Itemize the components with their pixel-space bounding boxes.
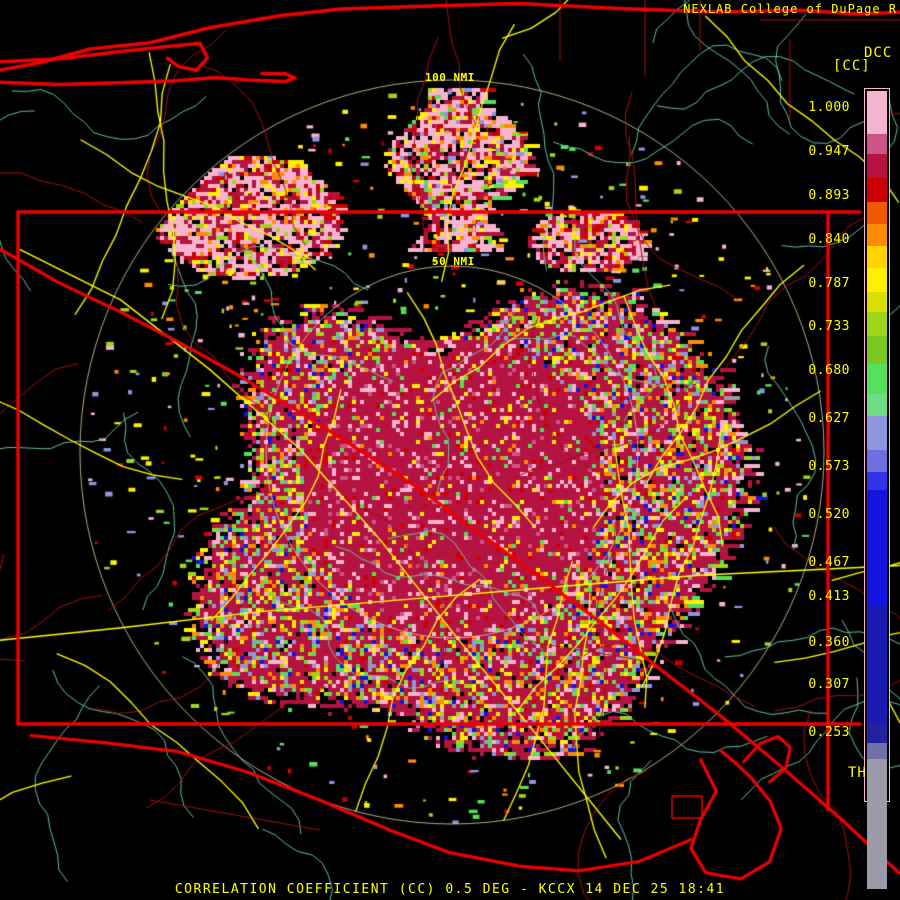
color-scale-segment [867,154,887,178]
color-scale-segment [867,224,887,246]
status-line: CORRELATION COEFFICIENT (CC) 0.5 DEG - K… [174,882,726,897]
color-scale-bar [864,88,890,899]
threshold-label: TH [848,765,867,781]
color-scale-segment [867,364,887,394]
color-scale-segment [867,759,887,889]
color-scale-segment [867,91,887,134]
color-scale-segment [867,472,887,490]
color-scale-segment [867,336,887,364]
color-scale-segment [867,178,887,202]
field-label: [CC] [833,58,871,74]
color-scale-segment [867,134,887,154]
color-scale-segment [867,268,887,292]
color-scale-segment [867,246,887,268]
product-code-label: DCC [864,45,893,61]
branding-header: NEXLAB College of DuPage R [683,2,897,16]
color-scale-segment [867,416,887,450]
range-ring-label-100nmi: 100 NMI [425,71,475,84]
color-scale-segment [867,292,887,312]
color-scale-segment [867,490,887,605]
color-scale-segment [867,312,887,336]
color-scale-segment [867,202,887,224]
color-scale-segment [867,605,887,723]
color-scale-segment [867,743,887,759]
range-ring-label-50nmi: 50 NMI [432,255,475,268]
color-scale-segment [867,889,887,899]
color-scale-segment [867,450,887,472]
color-scale-segments [867,91,887,899]
color-scale-segment [867,394,887,416]
color-scale-segment [867,723,887,743]
